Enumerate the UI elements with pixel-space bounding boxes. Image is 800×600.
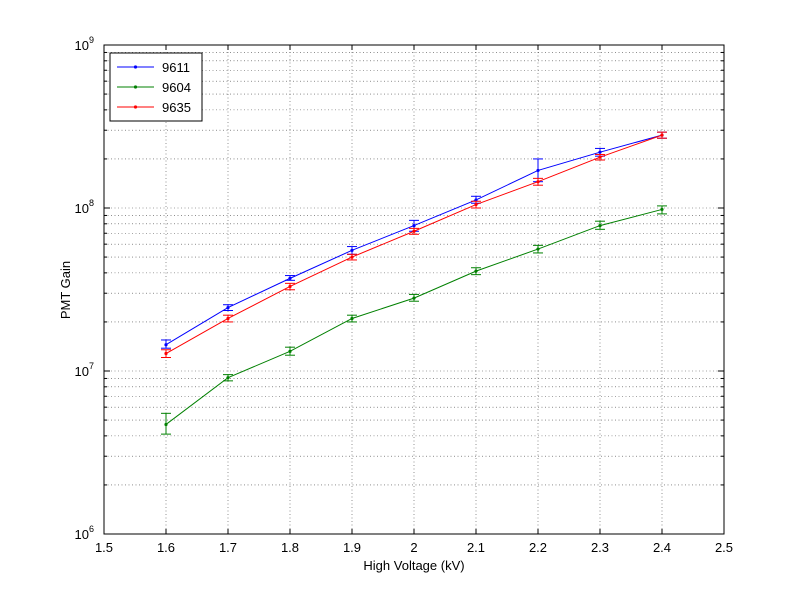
data-point (164, 343, 168, 347)
x-tick-label: 1.7 (219, 540, 237, 555)
grid-lines (104, 45, 724, 534)
x-tick-label: 1.5 (95, 540, 113, 555)
y-axis-label: PMT Gain (58, 261, 73, 319)
data-point (288, 349, 292, 353)
legend-marker-9635 (133, 105, 138, 109)
data-point (598, 150, 602, 154)
data-point (412, 229, 416, 233)
data-point (226, 376, 230, 380)
data-point (660, 133, 664, 137)
data-point (474, 269, 478, 273)
legend-label-9604: 9604 (162, 80, 191, 95)
legend-marker-9611 (133, 65, 138, 69)
data-point (412, 296, 416, 300)
data-point (474, 202, 478, 207)
y-tick-label: 109 (75, 35, 94, 53)
x-tick-label: 2.4 (653, 540, 671, 555)
data-point (536, 180, 540, 184)
legend-label-9611: 9611 (162, 60, 190, 75)
data-point (598, 223, 602, 228)
legend: 9611 9604 9635 (109, 52, 203, 122)
x-tick-label: 2.2 (529, 540, 547, 555)
x-tick-label: 2.5 (715, 540, 733, 555)
data-point (226, 316, 230, 321)
data-point (350, 316, 354, 321)
x-axis-label: High Voltage (kV) (363, 558, 464, 573)
x-tick-label: 2.3 (591, 540, 609, 555)
x-tick-label: 2 (410, 540, 417, 555)
data-point (412, 223, 416, 228)
series-9604 (161, 205, 667, 435)
y-tick-label: 107 (75, 361, 94, 379)
legend-marker-9604 (133, 85, 138, 89)
y-tick-label: 106 (75, 524, 94, 542)
axis-ticks: 1.5 1.6 1.7 1.8 1.9 2 2.1 2.2 2.3 2.4 2.5 106 107 108… (75, 35, 734, 555)
data-point (536, 168, 540, 173)
data-point (660, 207, 664, 212)
data-point (164, 351, 168, 356)
data-point (288, 284, 292, 289)
data-point (164, 422, 168, 427)
series-9611 (161, 131, 667, 349)
x-tick-label: 1.8 (281, 540, 299, 555)
x-tick-label: 1.6 (157, 540, 175, 555)
legend-label-9635: 9635 (162, 100, 191, 115)
data-point (226, 305, 230, 310)
x-tick-label: 1.9 (343, 540, 361, 555)
series-layer (161, 131, 667, 435)
data-point (536, 247, 540, 251)
x-tick-label: 2.1 (467, 540, 485, 555)
series-9635 (161, 131, 667, 359)
y-tick-label: 108 (75, 198, 94, 216)
data-point (350, 255, 354, 259)
data-point (288, 276, 292, 280)
data-point (598, 155, 602, 159)
data-point (350, 248, 354, 252)
